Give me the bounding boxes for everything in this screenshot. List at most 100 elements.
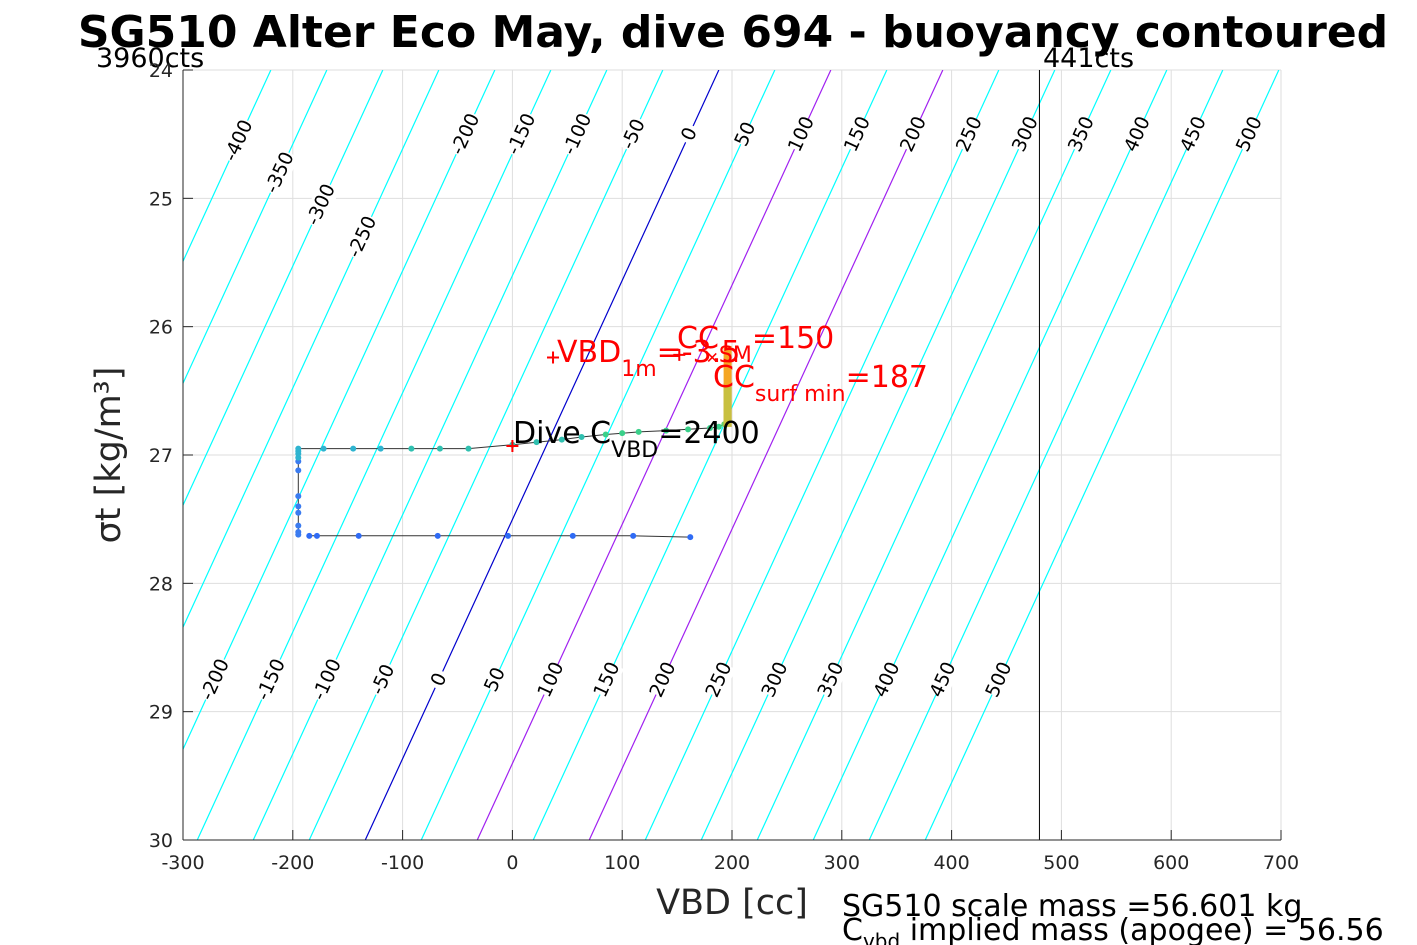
contour-label-bg (446, 109, 485, 159)
series-point (320, 445, 327, 452)
y-tick-label: 24 (149, 60, 173, 82)
series-point (578, 434, 585, 441)
y-tick-label: 29 (149, 702, 173, 724)
series-point (663, 427, 670, 434)
contour-label-bg (425, 666, 453, 693)
implied-mass-label: Cvbd implied mass (apogee) = 56.56 (842, 913, 1384, 945)
contour-line (364, 70, 720, 840)
marker-x (707, 352, 717, 362)
x-tick-label: 400 (933, 852, 969, 874)
contour-label-bg (480, 664, 510, 695)
scale-mass-label: SG510 scale mass =56.601 kg (842, 889, 1302, 924)
contour-label-bg (534, 659, 568, 700)
series-point (436, 445, 443, 452)
dive-cvbd-annotation: Dive CVBD=2400 (513, 416, 760, 463)
contour-label-bg (195, 655, 235, 705)
cc-surf-min-annotation: CCsurf min=187 (713, 360, 928, 407)
series-point (295, 493, 302, 500)
contour-line (308, 70, 664, 840)
contour-label-bg (558, 109, 597, 159)
series-point (295, 467, 302, 474)
contour-label-bg (301, 180, 341, 230)
cc-sm-annotation: CCSM=150 (677, 321, 834, 368)
contour-label-bg (260, 148, 299, 198)
contour-label-bg (366, 659, 400, 700)
contour-label-bg (982, 659, 1016, 700)
x-tick-label: 500 (1043, 852, 1079, 874)
marker-plus (547, 351, 560, 364)
series-point (715, 423, 722, 430)
x-tick-label: 0 (506, 852, 518, 874)
contour-line (183, 70, 328, 385)
contour-line (183, 70, 272, 263)
contour-label-bg (590, 659, 624, 700)
series-point (295, 529, 302, 535)
contour-line (756, 70, 1112, 840)
contour-label-bg (251, 655, 291, 705)
series-point (687, 534, 694, 541)
left-corner-count-label: 3960cts (96, 43, 204, 74)
contour-label-bg (814, 659, 848, 700)
series-point (558, 436, 565, 443)
contour-label-bg (840, 114, 875, 154)
series-point (533, 439, 540, 446)
y-tick-label: 30 (149, 830, 173, 852)
y-axis-label: σt [kg/m³] (89, 367, 129, 544)
contour-label-bg (343, 212, 382, 262)
series-point (295, 445, 302, 452)
vbd-1m-annotation: VBD1m=-3.5 (557, 335, 740, 382)
tick-labels: -300 -200 -100 0 100 200 300 400 500 600 700 24 25 26… (149, 60, 1299, 874)
x-tick-label: 100 (604, 852, 640, 874)
series-point (408, 445, 415, 452)
contour-line (812, 70, 1168, 840)
series-point (685, 426, 692, 433)
series-point (350, 445, 357, 452)
contour-label-bg (952, 114, 987, 154)
contour-line (476, 70, 832, 840)
contour-label-bg (784, 114, 819, 154)
series-point (295, 509, 302, 516)
series-point (377, 445, 384, 452)
contour-line (588, 70, 944, 840)
series-line (309, 535, 691, 538)
contour-label-bg (926, 659, 960, 700)
series-point (602, 431, 609, 438)
x-tick-label: -200 (271, 852, 314, 874)
series-point (355, 532, 362, 539)
marker-plus (506, 440, 519, 453)
contour-label-bg (870, 659, 904, 700)
contour-label-bg (646, 659, 680, 700)
series-point (505, 532, 512, 539)
series-point (707, 425, 714, 432)
y-tick-label: 27 (149, 445, 173, 467)
series-point (569, 532, 576, 539)
contour-line (700, 70, 1056, 840)
dive-series (295, 345, 732, 541)
contour-line (183, 70, 496, 751)
contour-line (420, 70, 776, 840)
contour-line (532, 70, 888, 840)
x-tick-label: 600 (1153, 852, 1189, 874)
contour-line (868, 70, 1224, 840)
axes (182, 69, 1282, 841)
series-point (295, 503, 302, 510)
contour-label-bg (702, 659, 736, 700)
contour-label-bg (307, 655, 347, 705)
x-tick-label: 300 (824, 852, 860, 874)
contour-line (252, 70, 608, 840)
sm-bar (723, 345, 732, 427)
contour-line (924, 70, 1280, 840)
contour-label-bg (730, 119, 760, 149)
series-point (619, 430, 626, 437)
chart-title: SG510 Alter Eco May, dive 694 - buoyancy… (78, 7, 1388, 58)
contour-label-bg (896, 114, 931, 154)
contour-label-bg (502, 109, 541, 159)
contour-label-bg (1176, 114, 1211, 154)
y-tick-label: 28 (149, 573, 173, 595)
contour-line (183, 70, 440, 629)
grid-lines (182, 69, 1282, 841)
contour-labels: -400-350-300-250-200 -150 -100 -50 0 50 100 150… (195, 109, 1267, 705)
contour-label-bg (1232, 114, 1267, 154)
right-corner-count-label: 441cts (1043, 43, 1134, 74)
